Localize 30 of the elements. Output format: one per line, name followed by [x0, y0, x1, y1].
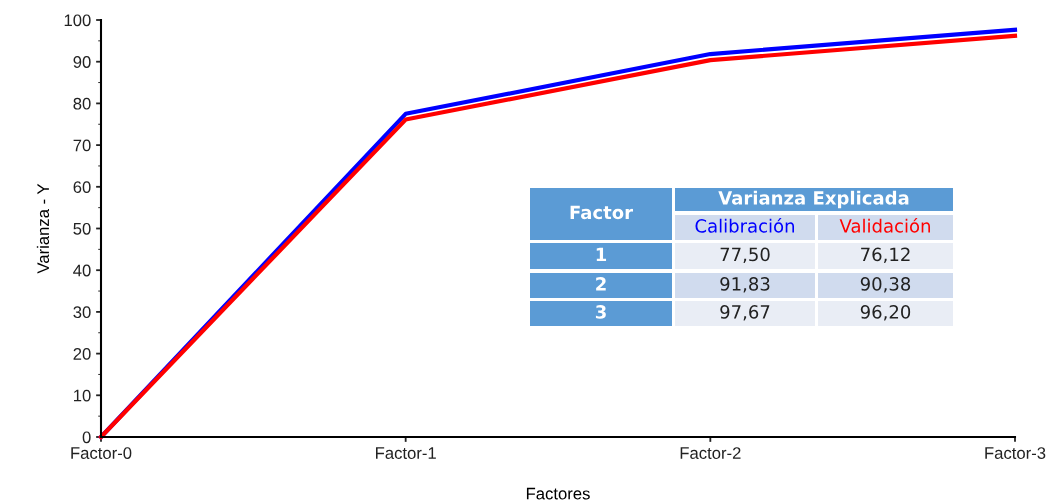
text: Calibración — [695, 218, 795, 233]
annotation: 96,20 — [860, 305, 911, 321]
y-tick-label: 10 — [74, 389, 91, 402]
y-tick-label: 90 — [73, 56, 91, 68]
annotation: Factor — [570, 205, 633, 220]
annotation: 77,50 — [720, 247, 770, 264]
annotation: 97,67 — [720, 305, 770, 321]
annotation: 3 — [595, 305, 606, 319]
y-tick-label: 100 — [64, 14, 91, 27]
annotation: 76,12 — [861, 247, 910, 264]
x-tick-label: Factor-3 — [985, 447, 1046, 459]
y-axis-title: Varianza - Y — [36, 183, 50, 274]
y-tick-label: 40 — [73, 264, 91, 277]
x-tick-label: Factor-2 — [680, 447, 741, 459]
annotation: 2 — [596, 277, 606, 291]
annotation: Varianza Explicada — [718, 190, 909, 209]
y-tick-label: 0 — [82, 431, 91, 444]
x-tick-label: Factor-1 — [376, 447, 436, 459]
annotation: 1 — [596, 247, 607, 261]
annotation: 90,38 — [860, 277, 911, 293]
x-axis-title: Factores — [526, 487, 590, 500]
y-tick-label: 70 — [73, 139, 91, 152]
y-tick-label: 50 — [73, 222, 91, 235]
annotation: 91,83 — [720, 277, 770, 293]
y-tick-label: 20 — [73, 348, 91, 360]
text: Validación — [839, 218, 930, 233]
y-tick-label: 60 — [73, 181, 91, 193]
y-tick-label: 80 — [73, 97, 91, 110]
x-tick-label: Factor-0 — [71, 447, 132, 459]
y-tick-label: 30 — [73, 306, 91, 319]
